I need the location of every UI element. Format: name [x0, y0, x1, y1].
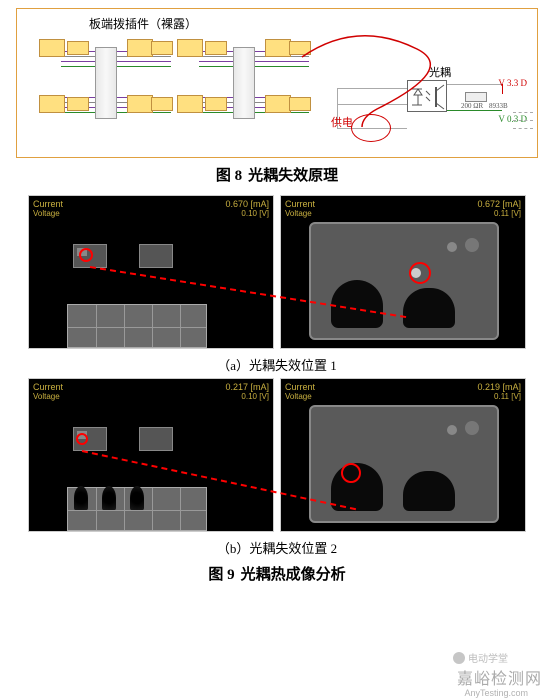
figure-8-caption: 图 8光耦失效原理: [0, 164, 554, 185]
subcaption-b: （b）光耦失效位置 2: [0, 538, 554, 557]
optocoupler-symbol: [407, 80, 447, 112]
voltage-label-high: V 3.3 D: [498, 78, 527, 88]
defect-marker-icon: [76, 433, 88, 445]
connector-group: [177, 39, 297, 129]
optocoupler-label: 光耦: [429, 64, 451, 80]
watermark-sub: AnyTesting.com: [464, 688, 528, 698]
thermal-panel-right: Current 0.219 [mA] Voltage 0.11 [V]: [280, 378, 526, 532]
thermal-panel-right: Current 0.672 [mA] Voltage 0.11 [V]: [280, 195, 526, 349]
optocoupler-circuit: 光耦 200 ΩR 8933B V 3.3 D: [317, 62, 527, 147]
annotation-circle-icon: [351, 114, 391, 142]
watermark-main: 嘉峪检测网: [457, 665, 542, 689]
subcaption-a: （a）光耦失效位置 1: [0, 355, 554, 374]
power-label: 供电: [331, 114, 353, 130]
defect-marker-icon: [341, 463, 361, 483]
thermal-panel-left: Current 0.670 [mA] Voltage 0.10 [V]: [28, 195, 274, 349]
connector-group: [39, 39, 159, 129]
optocoupler-schematic: 板端拨插件（裸露）: [16, 8, 538, 158]
figure-9-caption: 图 9光耦热成像分析: [0, 563, 554, 584]
voltage-label-low: V 0.3 D: [498, 114, 527, 124]
defect-marker-icon: [409, 262, 431, 284]
thermal-panel-left: Current 0.217 [mA] Voltage 0.10 [V]: [28, 378, 274, 532]
thermal-row-a: Current 0.670 [mA] Voltage 0.10 [V] Curr…: [20, 195, 534, 349]
schematic-header: 板端拨插件（裸露）: [89, 15, 197, 32]
watermark-small: 电动学堂: [453, 650, 508, 665]
defect-marker-icon: [79, 248, 93, 262]
